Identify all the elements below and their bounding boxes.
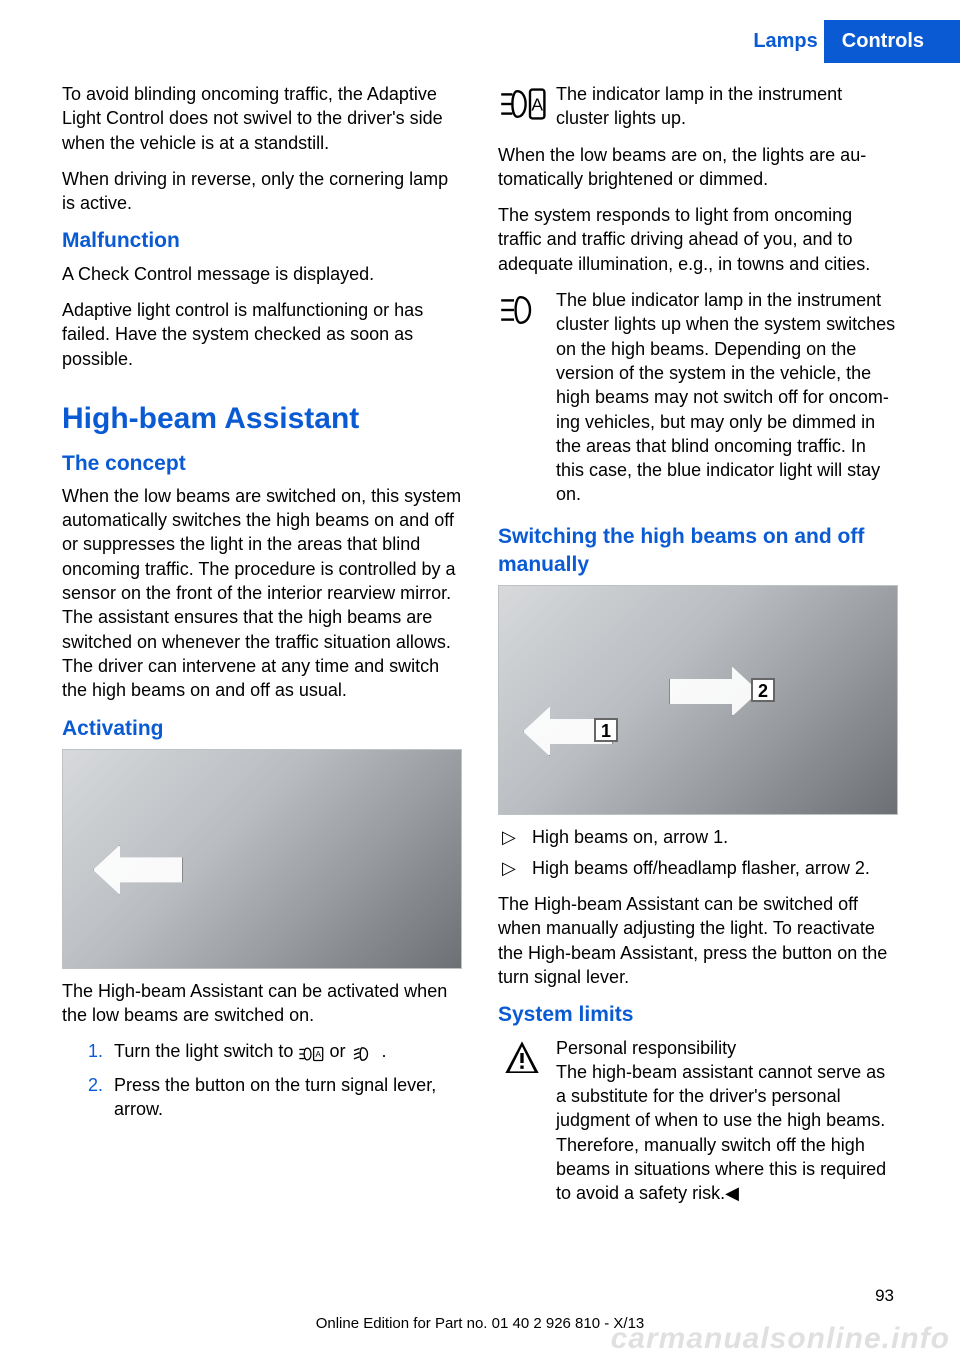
page-header: Lamps Controls [747, 20, 960, 63]
figure-callout-1: 1 [594, 718, 618, 742]
bullet-icon: ▷ [502, 825, 532, 849]
bullet-icon: ▷ [502, 856, 532, 880]
para: The High-beam Assistant can be switched … [498, 892, 898, 989]
list-item: ▷ High beams on, arrow 1. [502, 825, 898, 849]
para: The High-beam Assistant can be activated… [62, 979, 462, 1028]
warning-title: Personal responsibility [556, 1038, 736, 1058]
page-number: 93 [875, 1286, 894, 1306]
list-text: High beams off/headlamp flasher, arrow 2… [532, 856, 898, 880]
header-section: Lamps [747, 30, 823, 53]
footer-text: Online Edition for Part no. 01 40 2 926 … [0, 1315, 960, 1332]
auto-light-a-icon: A [298, 1041, 324, 1065]
para: To avoid blinding oncoming traffic, the … [62, 82, 462, 155]
bullet-list: ▷ High beams on, arrow 1. ▷ High beams o… [502, 825, 898, 880]
para: When the low beams are switched on, this… [62, 484, 462, 703]
heading-high-beam-assistant: High-beam Assistant [62, 399, 462, 440]
heading-malfunction: Malfunction [62, 227, 462, 255]
warning-text: Personal responsibility The high-beam as… [556, 1036, 898, 1206]
warning-body: The high-beam assistant cannot serve as … [556, 1062, 886, 1203]
content-columns: To avoid blinding oncoming traffic, the … [62, 82, 898, 1282]
figure-arrow-icon [93, 845, 183, 895]
left-column: To avoid blinding oncoming traffic, the … [62, 82, 462, 1282]
warning-row: Personal responsibility The high-beam as… [498, 1036, 898, 1206]
figure-arrow-2-icon [669, 666, 759, 716]
list-number: 2. [88, 1073, 114, 1122]
heading-activating: Activating [62, 715, 462, 743]
list-item: 1. Turn the light switch to A or . [88, 1039, 462, 1064]
list-item: 2. Press the button on the turn signal l… [88, 1073, 462, 1122]
heading-manual-switch: Switching the high beams on and off manu… [498, 523, 898, 580]
list-item: ▷ High beams off/headlamp flasher, arrow… [502, 856, 898, 880]
heading-system-limits: System limits [498, 1001, 898, 1029]
indicator-lamp-row: A The indicator lamp in the instrument c… [498, 82, 898, 131]
ordered-list: 1. Turn the light switch to A or . [88, 1039, 462, 1121]
auto-high-beam-indicator-icon: A [498, 82, 556, 131]
para: The blue indicator lamp in the instru­me… [556, 288, 898, 507]
para: When driving in reverse, only the corner… [62, 167, 462, 216]
svg-text:A: A [316, 1049, 322, 1059]
para: A Check Control message is displayed. [62, 262, 462, 286]
text-fragment: . [381, 1041, 386, 1061]
text-fragment: or [329, 1041, 350, 1061]
list-text: Press the button on the turn signal leve… [114, 1073, 462, 1122]
heading-concept: The concept [62, 450, 462, 478]
para: The system responds to light from oncomi… [498, 203, 898, 276]
svg-text:A: A [531, 94, 543, 114]
low-beam-icon [350, 1041, 376, 1065]
high-beam-indicator-icon [498, 288, 556, 507]
list-text: High beams on, arrow 1. [532, 825, 898, 849]
figure-activating [62, 749, 462, 969]
page: Lamps Controls To avoid blinding oncomin… [0, 0, 960, 1362]
warning-icon [498, 1036, 556, 1206]
list-number: 1. [88, 1039, 114, 1064]
figure-manual-switch: 1 2 [498, 585, 898, 815]
blue-indicator-row: The blue indicator lamp in the instru­me… [498, 288, 898, 507]
right-column: A The indicator lamp in the instrument c… [498, 82, 898, 1282]
header-chapter: Controls [824, 20, 960, 63]
text-fragment: Turn the light switch to [114, 1041, 298, 1061]
list-text: Turn the light switch to A or . [114, 1039, 462, 1064]
para: The indicator lamp in the instrument clu… [556, 82, 898, 131]
para: When the low beams are on, the lights ar… [498, 143, 898, 192]
figure-callout-2: 2 [751, 678, 775, 702]
para: Adaptive light control is malfunctioning… [62, 298, 462, 371]
